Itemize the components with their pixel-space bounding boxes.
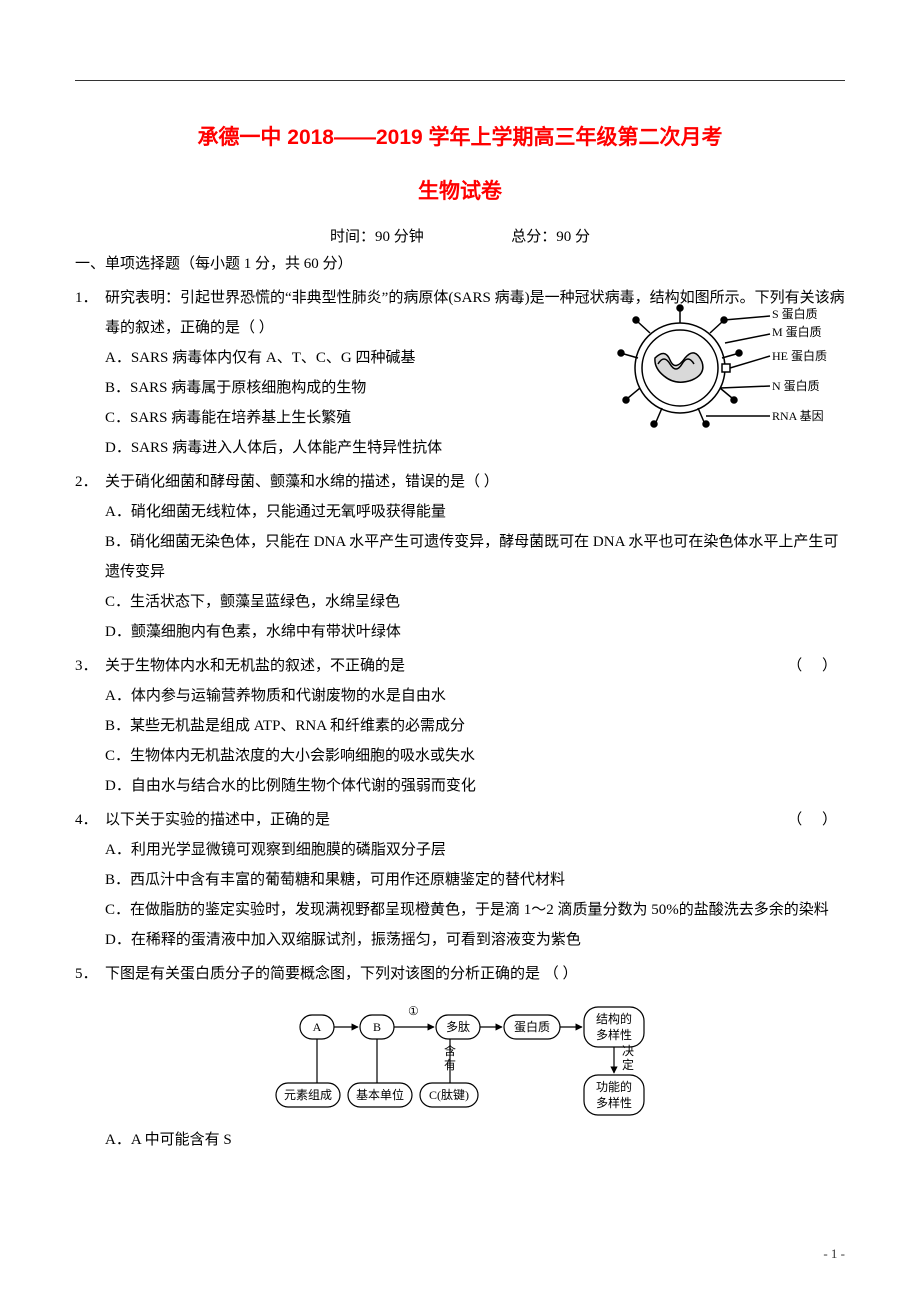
q2-stem: 关于硝化细菌和酵母菌、颤藻和水绵的描述，错误的是（ ） [105, 467, 845, 497]
concept-node-func-l1: 功能的 [596, 1079, 632, 1094]
page-number: - 1 - [823, 1246, 845, 1262]
concept-edge-decide-l1: 决 [622, 1044, 634, 1058]
virus-label-he: HE 蛋白质 [772, 348, 827, 363]
concept-node-func-l2: 多样性 [596, 1095, 632, 1110]
question-3: 3． 关于生物体内水和无机盐的叙述，不正确的是 （ ） A．体内参与运输营养物质… [75, 651, 845, 801]
concept-edge-decide-l2: 定 [622, 1057, 634, 1072]
concept-circ1: ① [408, 1004, 419, 1018]
concept-node-b: B [373, 1020, 381, 1034]
concept-node-prot: 蛋白质 [514, 1019, 550, 1034]
virus-label-rna: RNA 基因 [772, 409, 824, 423]
exam-subtitle: 生物试卷 [75, 175, 845, 205]
q2-opt-d: D．颤藻细胞内有色素，水绵中有带状叶绿体 [105, 617, 845, 647]
q3-opt-a: A．体内参与运输营养物质和代谢废物的水是自由水 [105, 681, 845, 711]
q5-opt-a: A．A 中可能含有 S [105, 1125, 845, 1155]
concept-edge-contain-l2: 有 [444, 1058, 456, 1072]
concept-node-struct-l2: 多样性 [596, 1027, 632, 1042]
concept-edge-contain-l1: 含 [444, 1043, 456, 1058]
q3-opt-b: B．某些无机盐是组成 ATP、RNA 和纤维素的必需成分 [105, 711, 845, 741]
time-label: 时间：90 分钟 [330, 229, 424, 245]
q3-opt-d: D．自由水与结合水的比例随生物个体代谢的强弱而变化 [105, 771, 845, 801]
q2-opt-b: B．硝化细菌无染色体，只能在 DNA 水平产生可遗传变异，酵母菌既可在 DNA … [105, 527, 845, 587]
q5-num: 5． [75, 959, 98, 989]
exam-title: 承德一中 2018——2019 学年上学期高三年级第二次月考 [75, 121, 845, 151]
q2-num: 2． [75, 467, 98, 497]
q2-opt-c: C．生活状态下，颤藻呈蓝绿色，水绵呈绿色 [105, 587, 845, 617]
q3-num: 3． [75, 651, 98, 681]
q3-opt-c: C．生物体内无机盐浓度的大小会影响细胞的吸水或失水 [105, 741, 845, 771]
q3-stem-text: 关于生物体内水和无机盐的叙述，不正确的是 [105, 658, 405, 674]
meta-line: 时间：90 分钟 总分：90 分 [75, 225, 845, 246]
question-5: 5． 下图是有关蛋白质分子的简要概念图，下列对该图的分析正确的是 （ ） ① [75, 959, 845, 1155]
concept-node-cbond: C(肽键) [429, 1087, 469, 1102]
q2-opt-a: A．硝化细菌无线粒体，只能通过无氧呼吸获得能量 [105, 497, 845, 527]
q1-num: 1． [75, 283, 98, 313]
virus-label-n: N 蛋白质 [772, 378, 820, 393]
concept-figure: ① A B 多肽 蛋白质 结构的 多样性 功能的 多样性 元素组成 基本单 [260, 995, 660, 1119]
concept-node-a: A [313, 1020, 322, 1034]
section-1-header: 一、单项选择题（每小题 1 分，共 60 分） [75, 252, 845, 273]
concept-node-unit: 基本单位 [356, 1087, 404, 1102]
top-rule [75, 80, 845, 81]
q1-stem: 研究表明：引起世界恐慌的“非典型性肺炎”的病原体(SARS 病毒)是一种冠状病毒… [105, 283, 845, 343]
q4-opt-c: C．在做脂肪的鉴定实验时，发现满视野都呈现橙黄色，于是滴 1～2 滴质量分数为 … [105, 895, 845, 925]
question-4: 4． 以下关于实验的描述中，正确的是 （ ） A．利用光学显微镜可观察到细胞膜的… [75, 805, 845, 955]
q4-opt-d: D．在稀释的蛋清液中加入双缩脲试剂，振荡摇匀，可看到溶液变为紫色 [105, 925, 845, 955]
q3-stem: 关于生物体内水和无机盐的叙述，不正确的是 （ ） [105, 651, 845, 681]
concept-node-struct-l1: 结构的 [596, 1011, 632, 1026]
concept-node-dp: 多肽 [446, 1019, 470, 1034]
score-label: 总分：90 分 [511, 229, 590, 245]
q4-num: 4． [75, 805, 98, 835]
q3-paren: （ ） [787, 651, 845, 681]
q4-opt-a: A．利用光学显微镜可观察到细胞膜的磷脂双分子层 [105, 835, 845, 865]
q4-stem-text: 以下关于实验的描述中，正确的是 [105, 812, 330, 828]
q4-stem: 以下关于实验的描述中，正确的是 （ ） [105, 805, 845, 835]
question-2: 2． 关于硝化细菌和酵母菌、颤藻和水绵的描述，错误的是（ ） A．硝化细菌无线粒… [75, 467, 845, 647]
q5-stem: 下图是有关蛋白质分子的简要概念图，下列对该图的分析正确的是 （ ） [105, 959, 845, 989]
q4-opt-b: B．西瓜汁中含有丰富的葡萄糖和果糖，可用作还原糖鉴定的替代材料 [105, 865, 845, 895]
concept-node-elem: 元素组成 [284, 1088, 332, 1102]
q4-paren: （ ） [787, 805, 845, 835]
